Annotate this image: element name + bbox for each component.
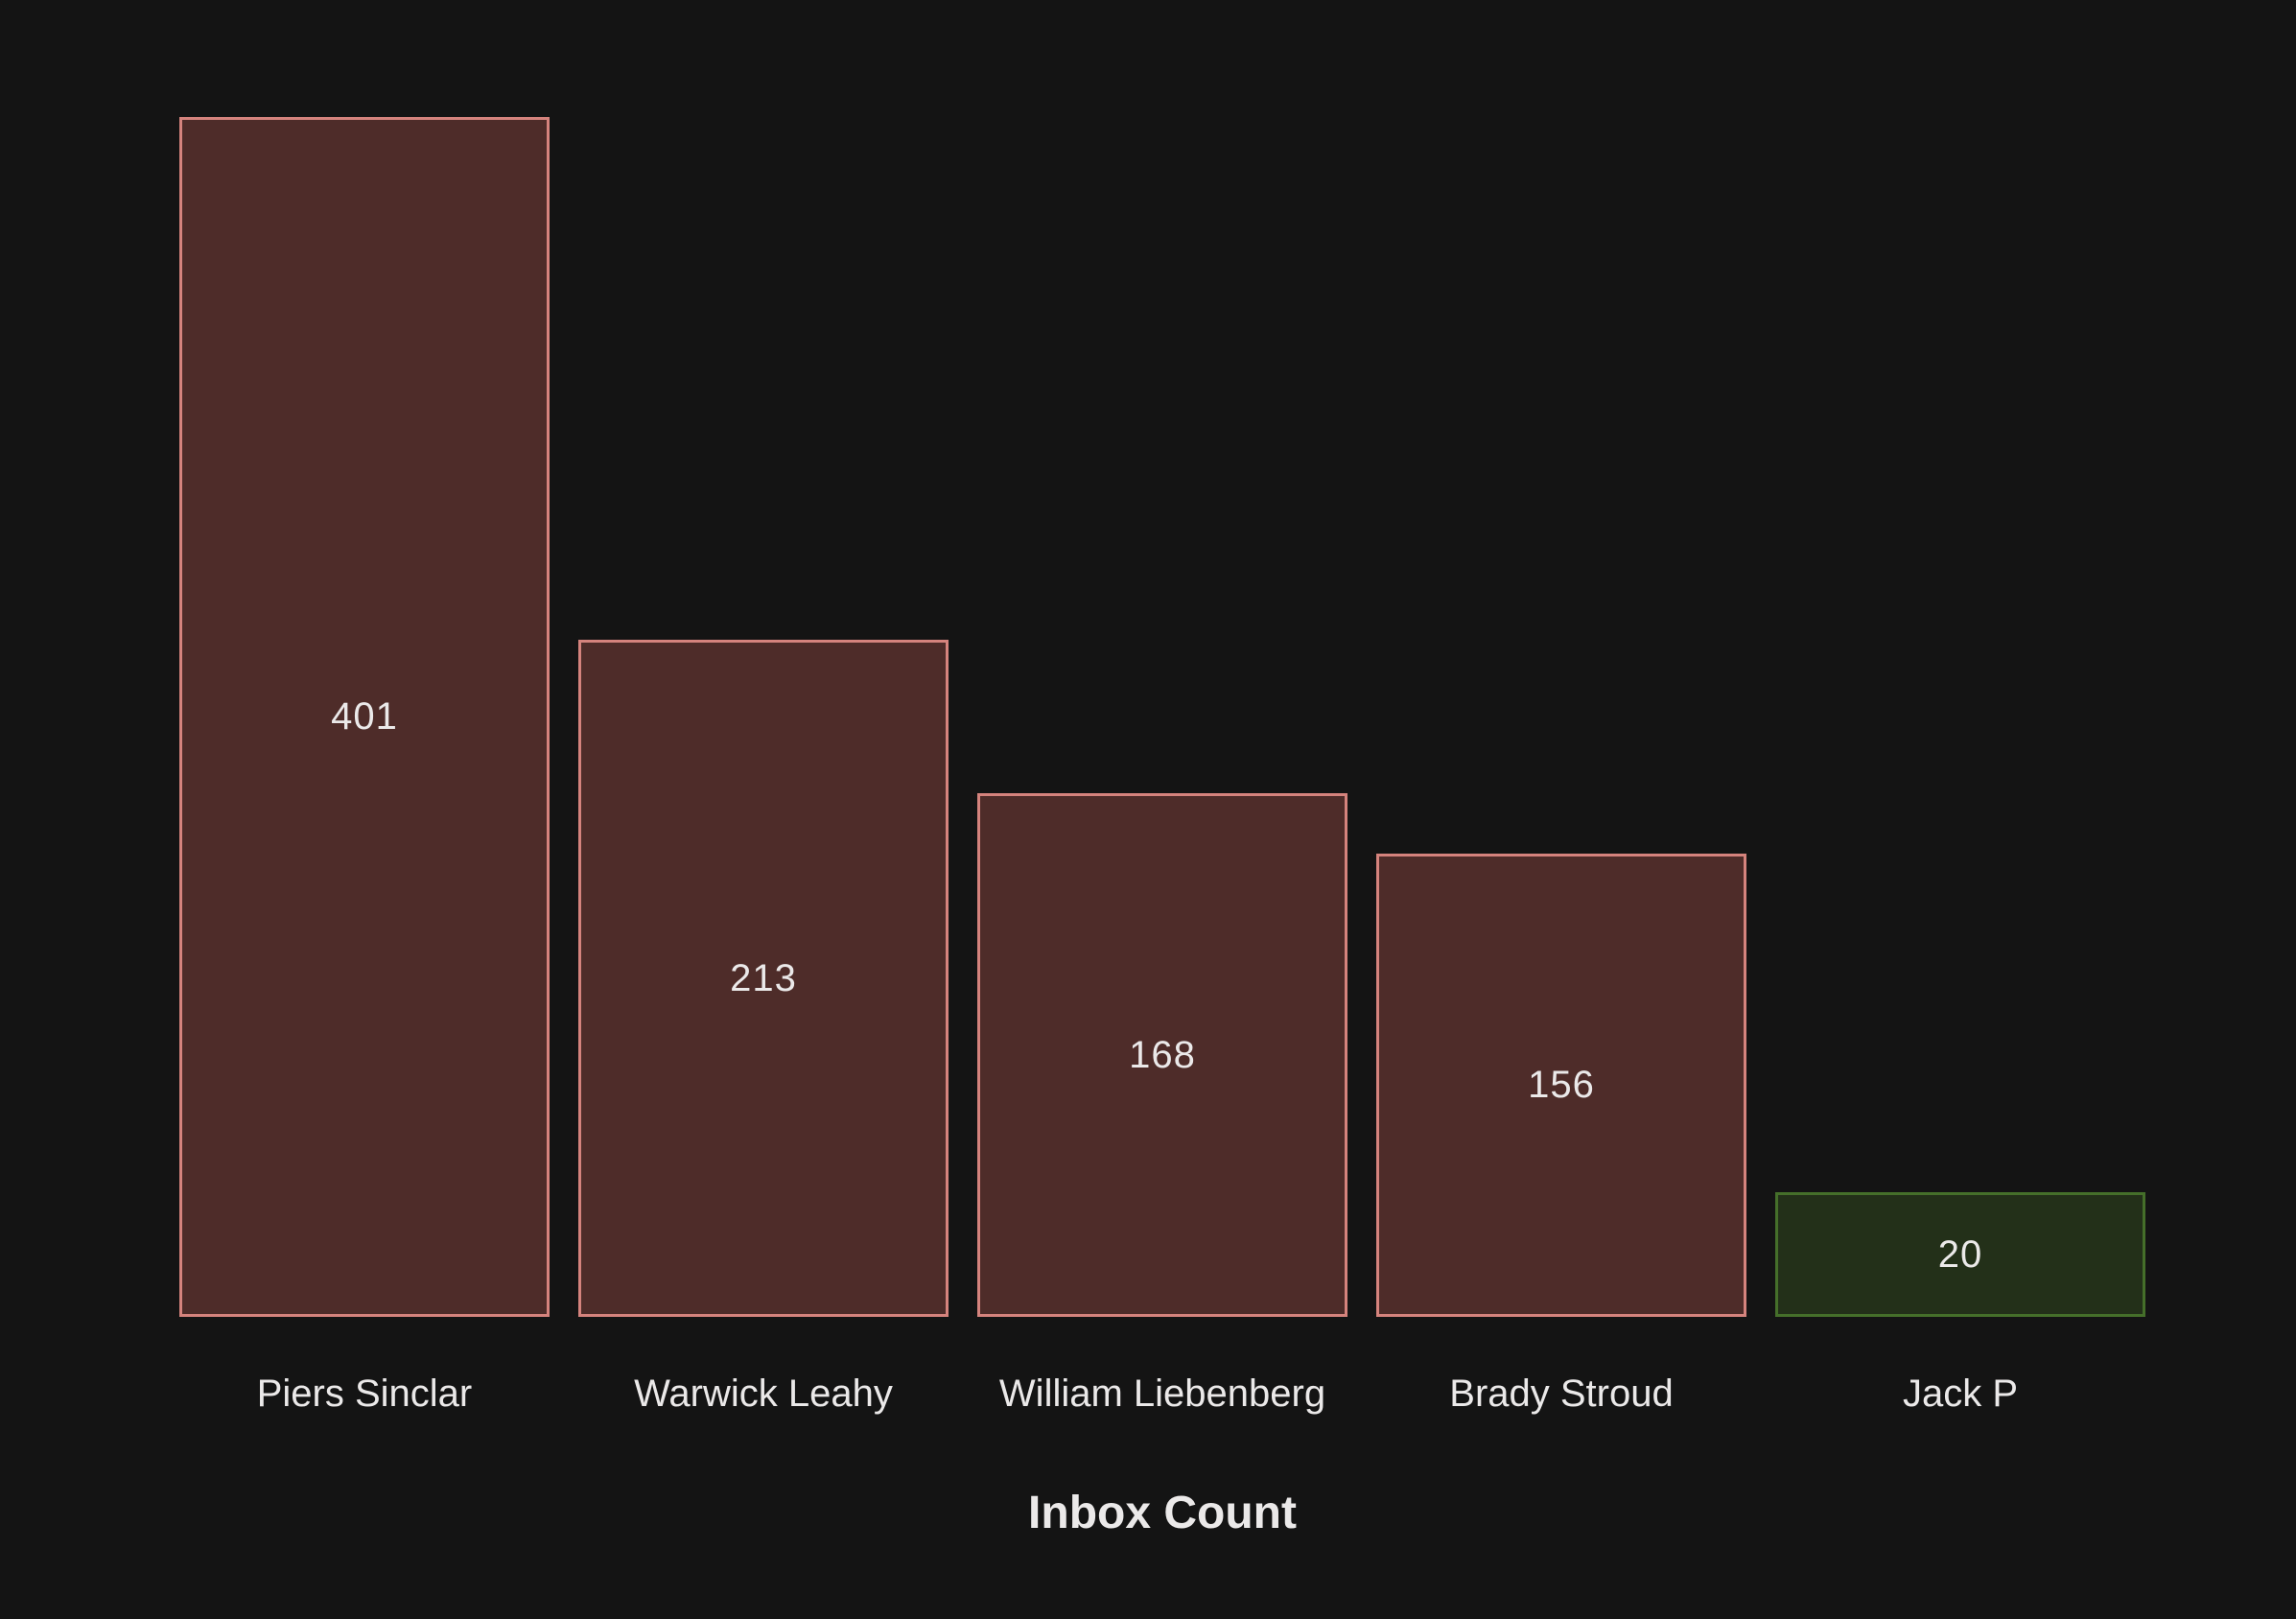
bar-william-liebenberg[interactable]: 168 bbox=[977, 793, 1347, 1317]
category-label-warwick-leahy: Warwick Leahy bbox=[634, 1373, 893, 1415]
bar-value-label: 401 bbox=[331, 695, 398, 738]
category-label-jack-p: Jack P bbox=[1902, 1373, 2019, 1415]
bar-value-label: 213 bbox=[730, 956, 797, 999]
bar-piers-sinclar[interactable]: 401 bbox=[179, 117, 550, 1317]
bar-value-label: 20 bbox=[1937, 1232, 1983, 1276]
category-label-william-liebenberg: William Liebenberg bbox=[998, 1373, 1326, 1415]
bar-brady-stroud[interactable]: 156 bbox=[1376, 854, 1746, 1317]
bar-value-label: 168 bbox=[1129, 1033, 1196, 1076]
bar-warwick-leahy[interactable]: 213 bbox=[578, 640, 949, 1317]
chart-title: Inbox Count bbox=[1028, 1488, 1297, 1538]
category-label-brady-stroud: Brady Stroud bbox=[1449, 1373, 1674, 1415]
category-label-piers-sinclar: Piers Sinclar bbox=[256, 1373, 473, 1415]
bar-value-label: 156 bbox=[1528, 1064, 1595, 1106]
bar-jack-p[interactable]: 20 bbox=[1775, 1192, 2145, 1317]
